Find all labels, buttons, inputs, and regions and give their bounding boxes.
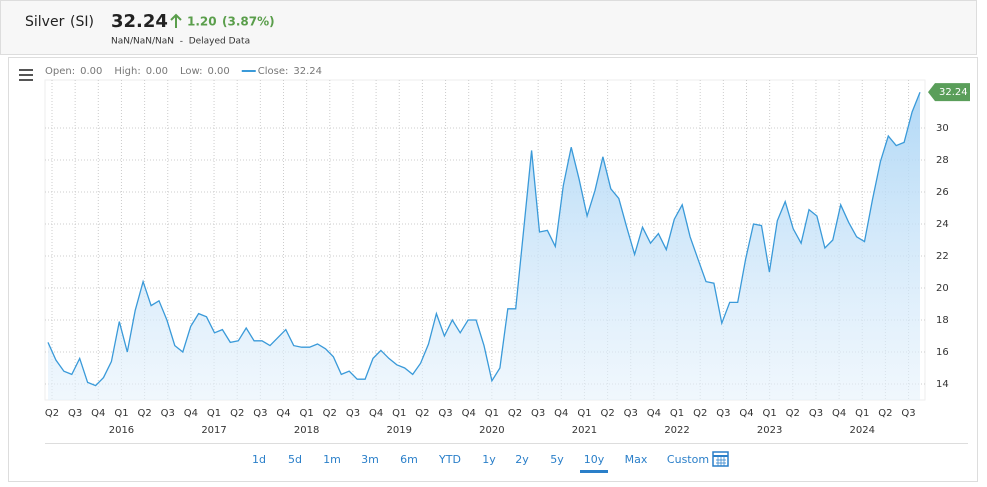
y-tick-label: 26 bbox=[936, 187, 949, 198]
x-tick-label: Q3 bbox=[438, 408, 452, 419]
x-year-label: 2021 bbox=[572, 425, 597, 436]
y-tick-label: 30 bbox=[936, 123, 949, 134]
x-tick-label: Q2 bbox=[137, 408, 151, 419]
x-tick-label: Q2 bbox=[415, 408, 429, 419]
x-tick-label: Q1 bbox=[763, 408, 777, 419]
x-tick-label: Q3 bbox=[809, 408, 823, 419]
x-tick-label: Q4 bbox=[739, 408, 753, 419]
x-tick-label: Q2 bbox=[323, 408, 337, 419]
y-tick-label: 28 bbox=[936, 155, 949, 166]
price: 32.24 bbox=[111, 11, 168, 32]
x-tick-label: Q2 bbox=[45, 408, 59, 419]
x-tick-label: Q1 bbox=[577, 408, 591, 419]
change-pct: (3.87%) bbox=[222, 15, 275, 29]
legend-label: Low: bbox=[180, 66, 203, 77]
calendar-body bbox=[712, 451, 729, 467]
x-tick-label: Q3 bbox=[531, 408, 545, 419]
range-button[interactable]: YTD bbox=[438, 453, 461, 466]
x-tick-label: Q1 bbox=[207, 408, 221, 419]
range-button[interactable]: Custom bbox=[667, 453, 709, 466]
range-button[interactable]: 2y bbox=[515, 453, 529, 466]
x-tick-label: Q3 bbox=[161, 408, 175, 419]
x-year-label: 2024 bbox=[850, 425, 875, 436]
x-tick-label: Q4 bbox=[647, 408, 661, 419]
x-tick-label: Q2 bbox=[878, 408, 892, 419]
range-button[interactable]: 6m bbox=[400, 453, 418, 466]
x-tick-label: Q3 bbox=[253, 408, 267, 419]
range-button[interactable]: 10y bbox=[584, 453, 605, 466]
x-tick-label: Q3 bbox=[716, 408, 730, 419]
selected-underline bbox=[580, 470, 608, 473]
range-button[interactable]: 5y bbox=[550, 453, 564, 466]
x-tick-label: Q4 bbox=[276, 408, 290, 419]
x-tick-label: Q4 bbox=[91, 408, 105, 419]
x-tick-label: Q4 bbox=[554, 408, 568, 419]
x-tick-label: Q1 bbox=[485, 408, 499, 419]
x-tick-label: Q1 bbox=[392, 408, 406, 419]
last-value-label: 32.24 bbox=[939, 87, 968, 98]
y-tick-label: 20 bbox=[936, 283, 949, 294]
x-tick-label: Q3 bbox=[68, 408, 82, 419]
x-tick-label: Q1 bbox=[300, 408, 314, 419]
x-year-label: 2018 bbox=[294, 425, 319, 436]
x-tick-label: Q3 bbox=[346, 408, 360, 419]
x-year-label: 2016 bbox=[109, 425, 134, 436]
legend-value: 0.00 bbox=[80, 66, 102, 77]
header-box bbox=[0, 0, 977, 55]
y-tick-label: 22 bbox=[936, 251, 949, 262]
x-tick-label: Q4 bbox=[369, 408, 383, 419]
range-button[interactable]: 1d bbox=[252, 453, 266, 466]
x-tick-label: Q2 bbox=[230, 408, 244, 419]
legend-value: 0.00 bbox=[207, 66, 229, 77]
subline: NaN/NaN/NaN - Delayed Data bbox=[111, 37, 250, 47]
x-tick-label: Q4 bbox=[832, 408, 846, 419]
legend-label: Open: bbox=[45, 66, 75, 77]
up-arrow bbox=[170, 13, 182, 28]
x-tick-label: Q1 bbox=[114, 408, 128, 419]
x-year-label: 2019 bbox=[387, 425, 412, 436]
x-tick-label: Q3 bbox=[624, 408, 638, 419]
instrument-name: Silver bbox=[25, 14, 65, 30]
x-tick-label: Q2 bbox=[600, 408, 614, 419]
legend-value: 32.24 bbox=[293, 66, 322, 77]
legend-label: Close: bbox=[258, 66, 289, 77]
area-fill bbox=[48, 92, 920, 400]
calendar-icon[interactable] bbox=[712, 451, 729, 467]
x-tick-label: Q1 bbox=[855, 408, 869, 419]
last-value-tag bbox=[928, 83, 970, 102]
instrument-symbol: (SI) bbox=[70, 14, 94, 30]
y-tick-label: 16 bbox=[936, 347, 949, 358]
close-line bbox=[47, 91, 921, 387]
x-tick-label: Q3 bbox=[901, 408, 915, 419]
legend-value: 0.00 bbox=[146, 66, 168, 77]
range-button[interactable]: 1y bbox=[482, 453, 496, 466]
y-tick-label: 18 bbox=[936, 315, 949, 326]
x-tick-label: Q1 bbox=[670, 408, 684, 419]
range-button[interactable]: 5d bbox=[288, 453, 302, 466]
x-tick-label: Q2 bbox=[786, 408, 800, 419]
change: 1.20 bbox=[187, 15, 217, 29]
range-button[interactable]: Max bbox=[625, 453, 648, 466]
legend-label: High: bbox=[114, 66, 140, 77]
range-button[interactable]: 1m bbox=[323, 453, 341, 466]
x-year-label: 2017 bbox=[201, 425, 226, 436]
x-year-label: 2022 bbox=[664, 425, 689, 436]
x-year-label: 2020 bbox=[479, 425, 504, 436]
x-tick-label: Q4 bbox=[184, 408, 198, 419]
x-tick-label: Q2 bbox=[508, 408, 522, 419]
y-tick-label: 24 bbox=[936, 219, 949, 230]
calendar-grid bbox=[716, 457, 726, 466]
x-tick-label: Q2 bbox=[693, 408, 707, 419]
range-button[interactable]: 3m bbox=[361, 453, 379, 466]
menu-icon[interactable] bbox=[19, 69, 33, 81]
x-tick-label: Q4 bbox=[462, 408, 476, 419]
y-tick-label: 14 bbox=[936, 379, 949, 390]
x-year-label: 2023 bbox=[757, 425, 782, 436]
